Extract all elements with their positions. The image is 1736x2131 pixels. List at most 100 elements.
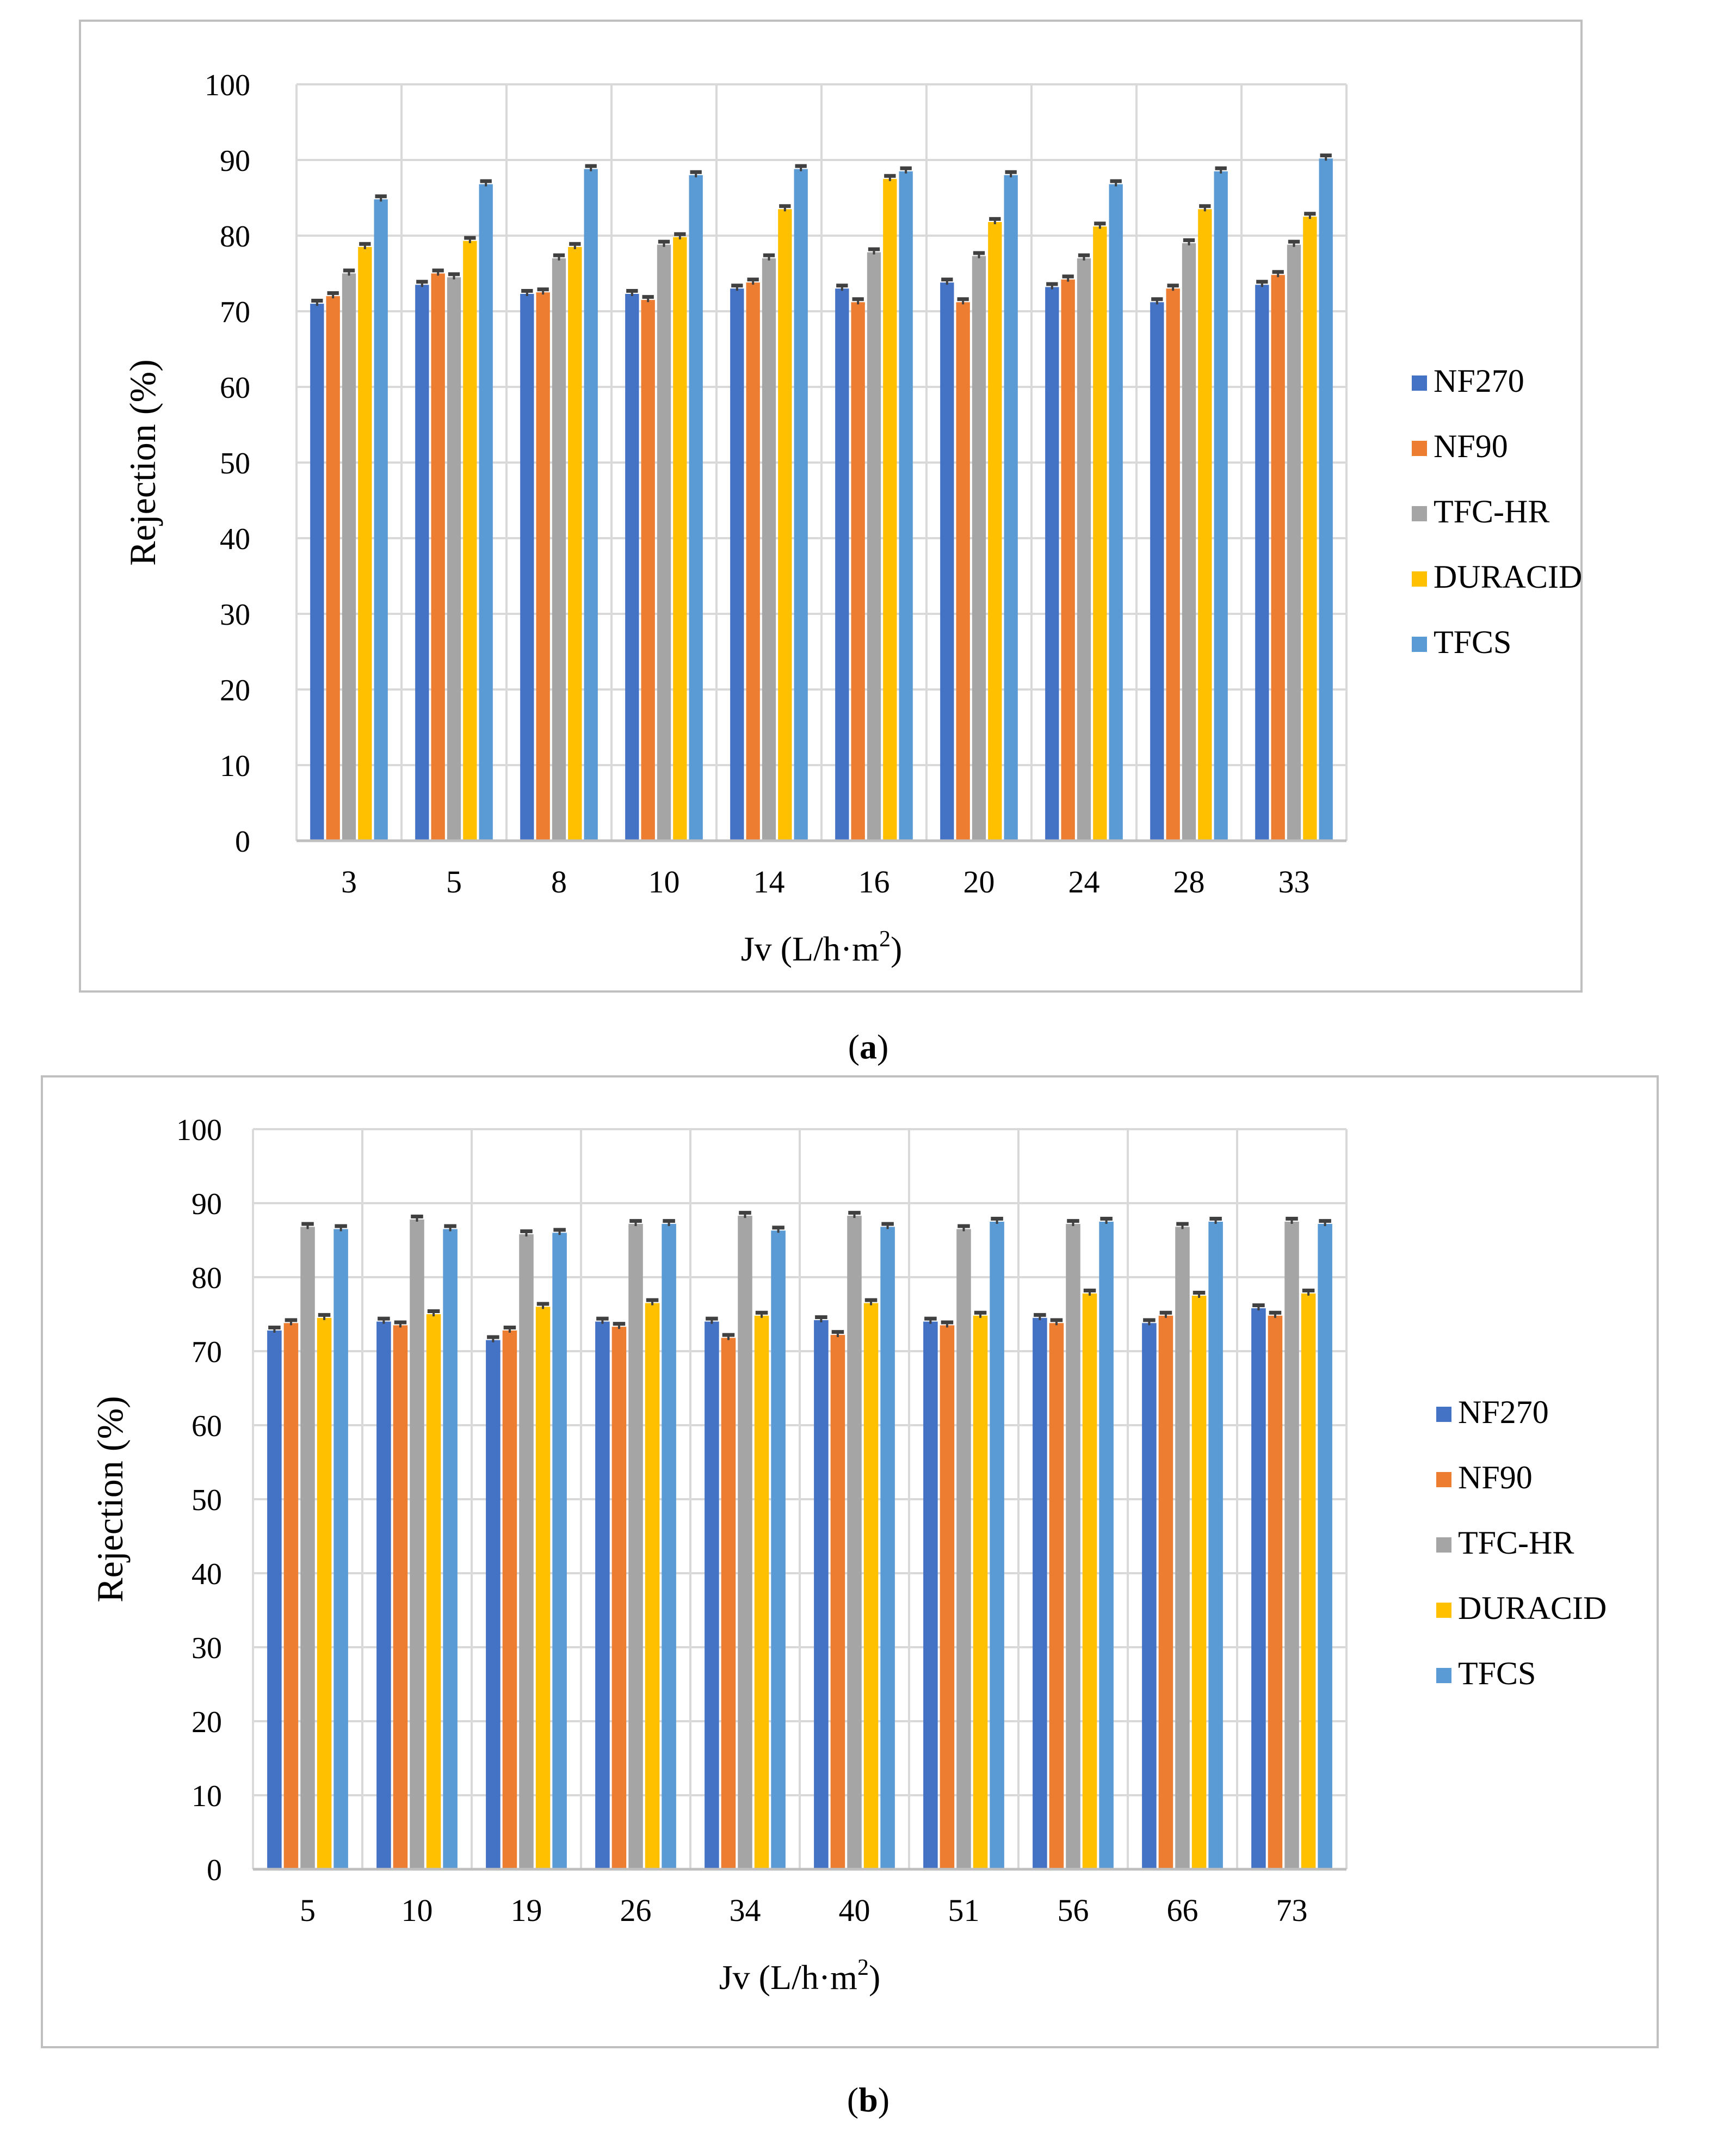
x-tick-label: 20: [963, 864, 995, 900]
y-tick-label: 40: [191, 1557, 222, 1591]
bar-nf90: [746, 282, 760, 841]
bar-nf90: [502, 1330, 517, 1869]
bar-duracid: [1303, 217, 1317, 841]
bar-tfc-hr: [300, 1227, 315, 1869]
legend-swatch-tfcs: [1412, 637, 1427, 652]
bar-nf270: [1251, 1308, 1266, 1869]
y-tick-label: 0: [235, 825, 250, 859]
bar-nf270: [1150, 302, 1164, 841]
legend-label-nf270: NF270: [1458, 1394, 1549, 1430]
legend-label-tfc-hr: TFC-HR: [1434, 494, 1549, 529]
bar-tfc-hr: [342, 273, 356, 841]
x-tick-label: 10: [401, 1893, 433, 1928]
panel-label-open: (: [847, 2080, 858, 2119]
x-tick-label: 5: [446, 864, 462, 900]
x-tick-label: 3: [341, 864, 357, 900]
legend-label-nf90: NF90: [1434, 428, 1508, 464]
bar-nf270: [940, 282, 954, 841]
bar-nf270: [814, 1320, 829, 1869]
panel-b-chart: 0 10 20 30 40 50 60 70 80 90 100 5 10 19 26 34 40 51 56 66 7…: [41, 1075, 1659, 2119]
bar-nf270: [520, 294, 534, 841]
bar-nf270: [310, 304, 324, 841]
x-axis-title-superscript: 2: [879, 927, 891, 952]
bar-nf270: [267, 1330, 282, 1869]
bar-nf270: [1045, 287, 1059, 841]
legend-swatch-duracid: [1436, 1603, 1451, 1618]
bar-tfcs: [771, 1230, 786, 1869]
x-tick-label: 10: [648, 864, 680, 900]
legend-swatch-nf90: [1436, 1472, 1451, 1487]
y-tick-label: 30: [191, 1631, 222, 1665]
bar-nf270: [1255, 285, 1269, 841]
bar-nf90: [283, 1323, 299, 1869]
bar-nf270: [486, 1340, 501, 1869]
bar-nf90: [830, 1335, 845, 1869]
bar-tfcs: [880, 1227, 895, 1869]
y-tick-label: 100: [176, 1113, 222, 1147]
legend-swatch-nf90: [1412, 441, 1427, 456]
bar-tfc-hr: [1175, 1227, 1190, 1869]
y-tick-label: 80: [191, 1261, 222, 1295]
x-tick-label: 26: [620, 1893, 652, 1928]
bar-tfc-hr: [1066, 1224, 1080, 1869]
legend-swatch-nf270: [1436, 1407, 1451, 1422]
bar-nf270: [705, 1321, 719, 1869]
bar-nf90: [431, 273, 445, 841]
bar-tfc-hr: [1182, 243, 1196, 841]
y-tick-label: 30: [220, 598, 250, 632]
bar-duracid: [988, 221, 1002, 841]
bar-duracid: [673, 237, 687, 841]
bar-nf90: [1158, 1315, 1173, 1869]
bar-nf90: [1271, 275, 1285, 841]
x-axis-title-superscript: 2: [857, 1955, 869, 1980]
y-tick-label: 90: [191, 1187, 222, 1221]
panel-label-close: ): [877, 1027, 888, 1066]
bar-tfcs: [689, 175, 703, 841]
legend-label-duracid: DURACID: [1458, 1590, 1607, 1626]
bar-nf270: [595, 1321, 610, 1869]
bar-nf270: [625, 294, 639, 841]
x-tick-label: 8: [551, 864, 567, 900]
bar-tfcs: [899, 171, 913, 841]
bar-tfc-hr: [956, 1229, 971, 1869]
bar-duracid: [883, 178, 897, 841]
bar-duracid: [535, 1307, 551, 1869]
bar-nf90: [536, 292, 550, 841]
bar-duracid: [463, 241, 477, 841]
x-tick-label: 51: [948, 1893, 980, 1928]
bar-tfc-hr: [1284, 1222, 1299, 1869]
bar-tfc-hr: [738, 1216, 752, 1869]
y-tick-label: 60: [191, 1409, 222, 1443]
bar-tfc-hr: [552, 258, 566, 841]
bar-nf90: [940, 1325, 955, 1869]
y-tick-label: 0: [207, 1853, 222, 1887]
x-tick-label: 5: [300, 1893, 316, 1928]
bar-tfcs: [584, 169, 598, 841]
bar-duracid: [1191, 1296, 1207, 1869]
bar-nf90: [1049, 1323, 1064, 1869]
panel-label-letter: a: [860, 1027, 877, 1066]
legend-label-tfcs: TFCS: [1458, 1655, 1536, 1691]
bar-nf90: [393, 1325, 408, 1869]
x-tick-label: 56: [1058, 1893, 1089, 1928]
bar-tfcs: [479, 184, 493, 841]
bar-duracid: [317, 1317, 332, 1869]
x-tick-label: 28: [1173, 864, 1205, 900]
bar-tfc-hr: [519, 1234, 534, 1869]
bar-tfcs: [662, 1224, 676, 1869]
panel-label: (a): [848, 1027, 889, 1066]
x-tick-label: 19: [511, 1893, 542, 1928]
bar-tfc-hr: [657, 244, 671, 841]
bar-tfc-hr: [628, 1224, 643, 1869]
legend-swatch-tfc-hr: [1412, 506, 1427, 521]
panel-label-close: ): [878, 2080, 889, 2119]
bar-tfc-hr: [1077, 258, 1091, 841]
bar-tfcs: [1214, 171, 1228, 841]
bar-duracid: [426, 1314, 441, 1869]
bar-tfcs: [1109, 184, 1123, 841]
x-axis-title: Jv (L/h·m2): [741, 927, 903, 968]
x-tick-label: 40: [839, 1893, 870, 1928]
y-tick-label: 80: [220, 220, 250, 254]
legend-label-nf270: NF270: [1434, 363, 1524, 399]
x-axis-title-main: Jv (L/h·m: [719, 1958, 857, 1997]
